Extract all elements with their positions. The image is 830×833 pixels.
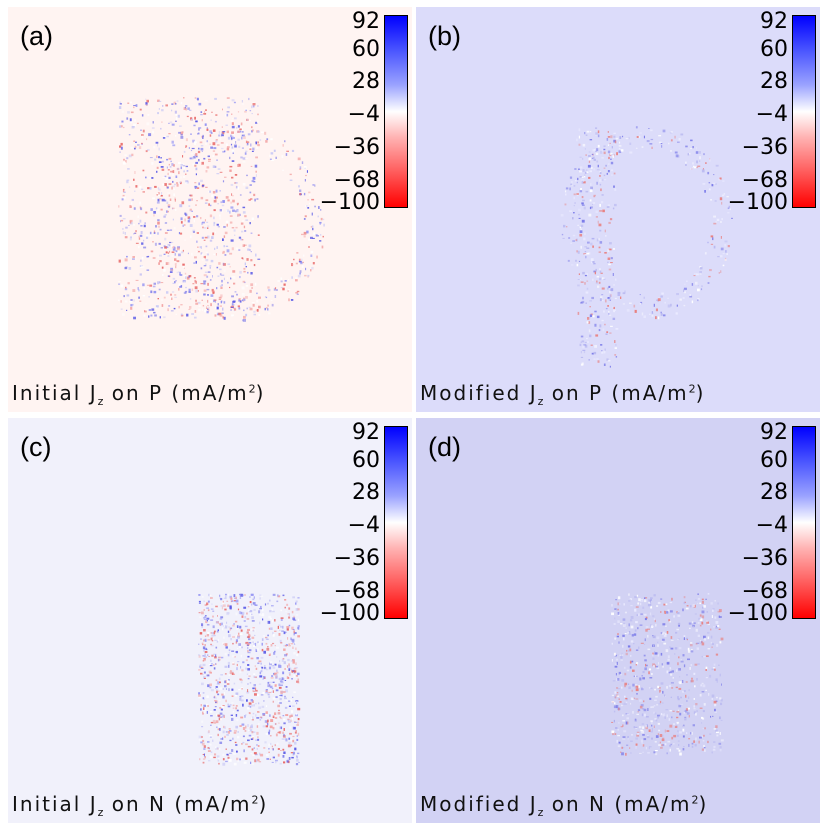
colorbar — [792, 15, 816, 208]
colorbar-tick: −100 — [319, 601, 380, 626]
panel-tag: (a) — [20, 21, 53, 51]
colorbar-tick: 60 — [760, 37, 788, 62]
colorbar-tick: −4 — [347, 102, 380, 127]
current-map-c — [8, 418, 412, 823]
colorbar — [792, 426, 816, 619]
panel-a: (a) 92 60 28 −4 −36 −68 −100 Initial Jz … — [8, 7, 412, 412]
current-map-a — [8, 7, 412, 412]
colorbar-tick: 28 — [352, 480, 380, 505]
colorbar-ticks: 92 60 28 −4 −36 −68 −100 — [698, 420, 788, 625]
colorbar-tick: −36 — [333, 546, 380, 571]
colorbar-tick: 60 — [352, 448, 380, 473]
panel-d: (d) 92 60 28 −4 −36 −68 −100 Modified Jz… — [416, 418, 820, 823]
colorbar-tick: −36 — [741, 135, 788, 160]
panel-caption: Initial Jz on N (mA/m2) — [12, 792, 269, 819]
colorbar — [384, 426, 408, 619]
panel-caption: Modified Jz on N (mA/m2) — [420, 792, 709, 819]
colorbar-tick: −36 — [741, 546, 788, 571]
colorbar-tick: 92 — [760, 9, 788, 34]
colorbar — [384, 15, 408, 208]
colorbar-tick: 92 — [352, 9, 380, 34]
colorbar-tick: −68 — [333, 579, 380, 604]
panel-tag: (d) — [428, 432, 461, 462]
colorbar-tick: 92 — [352, 420, 380, 445]
panel-tag: (c) — [20, 432, 52, 462]
colorbar-tick: 60 — [352, 37, 380, 62]
colorbar-ticks: 92 60 28 −4 −36 −68 −100 — [698, 9, 788, 214]
current-map-d — [416, 418, 820, 823]
colorbar-ticks: 92 60 28 −4 −36 −68 −100 — [290, 420, 380, 625]
panel-c: (c) 92 60 28 −4 −36 −68 −100 Initial Jz … — [8, 418, 412, 823]
colorbar-tick: 28 — [760, 69, 788, 94]
panel-b: (b) 92 60 28 −4 −36 −68 −100 Modified Jz… — [416, 7, 820, 412]
colorbar-tick: −4 — [347, 513, 380, 538]
colorbar-tick: 28 — [760, 480, 788, 505]
colorbar-tick: −100 — [727, 190, 788, 215]
colorbar-tick: −100 — [319, 190, 380, 215]
colorbar-tick: −68 — [741, 579, 788, 604]
colorbar-tick: −4 — [755, 513, 788, 538]
colorbar-tick: −68 — [333, 168, 380, 193]
colorbar-tick: −100 — [727, 601, 788, 626]
colorbar-tick: −68 — [741, 168, 788, 193]
colorbar-tick: 60 — [760, 448, 788, 473]
colorbar-ticks: 92 60 28 −4 −36 −68 −100 — [290, 9, 380, 214]
current-map-b — [416, 7, 820, 412]
colorbar-tick: −36 — [333, 135, 380, 160]
panel-tag: (b) — [428, 21, 461, 51]
colorbar-tick: −4 — [755, 102, 788, 127]
panel-caption: Initial Jz on P (mA/m2) — [12, 381, 266, 408]
colorbar-tick: 28 — [352, 69, 380, 94]
colorbar-tick: 92 — [760, 420, 788, 445]
panel-caption: Modified Jz on P (mA/m2) — [420, 381, 706, 408]
